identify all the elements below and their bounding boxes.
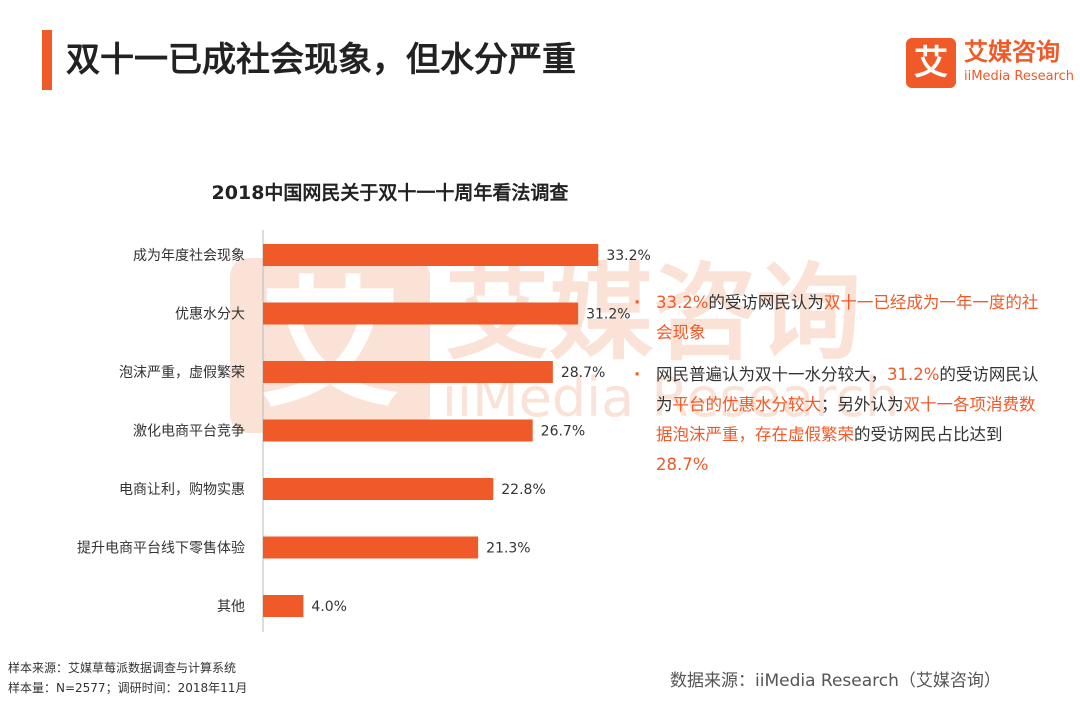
- highlight-text: 双十一已经成为一年一度的社会现象: [656, 293, 1039, 342]
- category-label: 激化电商平台竞争: [133, 423, 245, 440]
- value-label: 4.0%: [311, 599, 347, 615]
- bullet-icon: ·: [634, 365, 641, 384]
- highlight-text: 33.2%: [656, 293, 709, 312]
- bar: [263, 361, 553, 383]
- footer-sample-info: 样本来源：艾媒草莓派数据调查与计算系统 样本量：N=2577；调研时间：2018…: [8, 658, 247, 698]
- category-label: 电商让利，购物实惠: [119, 482, 245, 498]
- highlight-text: 28.7%: [656, 455, 709, 474]
- category-label: 优惠水分大: [175, 307, 245, 323]
- data-source: 数据来源：iiMedia Research（艾媒咨询）: [670, 671, 1001, 691]
- bar: [263, 244, 599, 266]
- insight-note: · 33.2%的受访网民认为双十一已经成为一年一度的社会现象: [632, 288, 1047, 348]
- highlight-text: 双十一各项消费数据泡沫严重，存在虚假繁荣: [656, 395, 1036, 444]
- note-text: 的受访网民认为: [708, 293, 824, 312]
- bar: [263, 302, 579, 325]
- highlight-text: 平台的优惠水分较大: [672, 395, 822, 414]
- title-accent-bar: [42, 30, 52, 90]
- logo-icon: 艾: [906, 38, 956, 88]
- chart-title: 2018中国网民关于双十一十周年看法调查: [211, 182, 569, 204]
- value-label: 21.3%: [486, 541, 530, 557]
- category-label: 成为年度社会现象: [133, 248, 245, 264]
- bar: [263, 536, 479, 559]
- bar: [263, 478, 494, 500]
- page-title: 双十一已成社会现象，但水分严重: [66, 40, 576, 80]
- category-label: 提升电商平台线下零售体验: [77, 541, 245, 557]
- value-label: 31.2%: [586, 307, 630, 323]
- category-label: 其他: [217, 599, 245, 615]
- bar: [263, 419, 533, 442]
- value-label: 26.7%: [541, 424, 585, 440]
- highlight-text: 31.2%: [887, 365, 940, 384]
- value-label: 22.8%: [501, 482, 545, 498]
- note-text: 的受访网民认为: [656, 365, 1039, 414]
- note-text: 网民普遍认为双十一水分较大，: [656, 365, 887, 384]
- note-text: 的受访网民占比达到: [854, 425, 1003, 444]
- brand-logo: 艾 艾媒咨询 iiMedia Research: [906, 38, 1076, 90]
- insight-note: · 网民普遍认为双十一水分较大，31.2%的受访网民认为平台的优惠水分较大；另外认…: [632, 360, 1047, 480]
- note-text: ；另外认为: [821, 395, 904, 414]
- logo-name: 艾媒咨询: [964, 38, 1060, 66]
- bar: [263, 595, 304, 617]
- value-label: 28.7%: [561, 365, 605, 381]
- bullet-icon: ·: [634, 293, 641, 312]
- insight-notes: · 33.2%的受访网民认为双十一已经成为一年一度的社会现象 · 网民普遍认为双十一水…: [632, 288, 1047, 492]
- sample-size: 样本量：N=2577；调研时间：2018年11月: [8, 681, 248, 695]
- logo-english-name: iiMedia Research: [964, 69, 1075, 84]
- category-label: 泡沫严重，虚假繁荣: [119, 365, 245, 381]
- value-label: 33.2%: [606, 248, 650, 264]
- sample-source: 样本来源：艾媒草莓派数据调查与计算系统: [8, 661, 237, 675]
